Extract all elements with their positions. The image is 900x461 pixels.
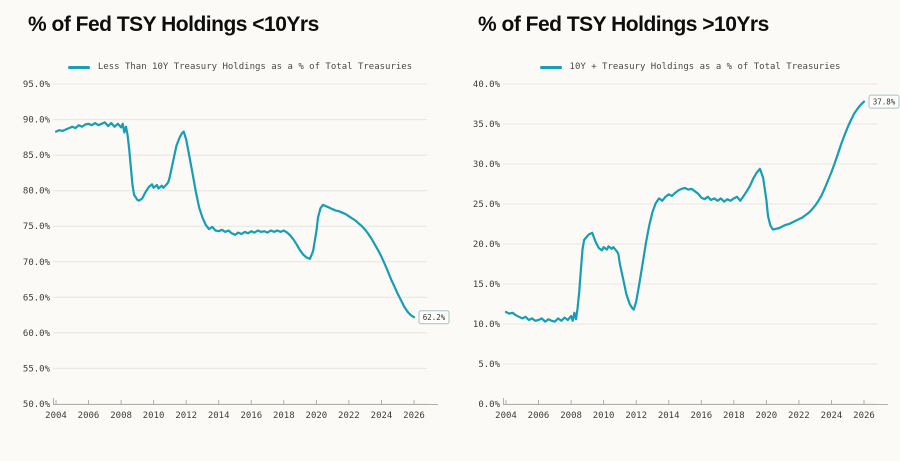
x-tick-label: 2018 xyxy=(273,411,295,421)
x-tick-label: 2004 xyxy=(45,411,67,421)
legend-under-10yrs: Less Than 10Y Treasury Holdings as a % o… xyxy=(30,60,450,74)
x-tick-label: 2010 xyxy=(593,411,615,421)
x-tick-label: 2006 xyxy=(528,411,550,421)
y-tick-label: 65.0% xyxy=(23,293,51,303)
x-tick-label: 2008 xyxy=(560,411,582,421)
x-tick-label: 2020 xyxy=(756,411,778,421)
x-tick-label: 2026 xyxy=(403,411,425,421)
y-tick-label: 80.0% xyxy=(23,187,51,197)
x-tick-label: 2012 xyxy=(625,411,647,421)
x-tick-label: 2020 xyxy=(306,411,328,421)
y-tick-label: 25.0% xyxy=(473,200,501,210)
y-tick-label: 40.0% xyxy=(473,80,501,90)
legend-line-swatch xyxy=(67,65,90,69)
x-tick-label: 2004 xyxy=(495,411,517,421)
end-value-box xyxy=(418,310,450,325)
line-chart-under-10yrs: 50.0% 55.0% 60.0% 65.0% 70.0% 75.0% 80.0% 85.0%… xyxy=(23,80,450,421)
legend-label-under-10yrs: Less Than 10Y Treasury Holdings as a % o… xyxy=(97,62,413,72)
x-tick-label: 2014 xyxy=(658,411,680,421)
x-tick-label: 2012 xyxy=(175,411,197,421)
legend-line-swatch xyxy=(539,65,562,69)
x-tick-label: 2006 xyxy=(78,411,100,421)
line-chart-over-10yrs: 0.0% 5.0% 10.0% 15.0% 20.0% 25.0% 30.0% 35.0% 40… xyxy=(473,80,900,421)
y-tick-label: 55.0% xyxy=(23,364,51,374)
end-value-label: 37.8% xyxy=(873,98,896,107)
end-value-label: 62.2% xyxy=(423,313,446,322)
chart-title-under-10yrs: % of Fed TSY Holdings <10Yrs xyxy=(28,13,319,36)
chart-panel-under-10yrs: % of Fed TSY Holdings <10Yrs Less Than 1… xyxy=(23,13,450,421)
x-tick-label: 2026 xyxy=(853,411,875,421)
y-tick-label: 70.0% xyxy=(23,258,51,268)
chart-title-over-10yrs: % of Fed TSY Holdings >10Yrs xyxy=(478,13,769,36)
y-tick-label: 5.0% xyxy=(478,360,500,370)
legend-over-10yrs: 10Y + Treasury Holdings as a % of Total … xyxy=(480,60,900,74)
y-tick-label: 15.0% xyxy=(473,280,501,290)
chart-panel-over-10yrs: % of Fed TSY Holdings >10Yrs 10Y + Treas… xyxy=(450,0,900,461)
y-tick-label: 75.0% xyxy=(23,222,51,232)
x-tick-label: 2016 xyxy=(240,411,262,421)
x-tick-label: 2010 xyxy=(143,411,165,421)
x-tick-label: 2018 xyxy=(723,411,745,421)
y-tick-label: 60.0% xyxy=(23,329,51,339)
series-line xyxy=(54,121,416,319)
y-tick-label: 10.0% xyxy=(473,320,501,330)
x-tick-label: 2024 xyxy=(371,411,393,421)
series-line xyxy=(504,100,866,323)
x-tick-label: 2024 xyxy=(821,411,843,421)
y-tick-label: 85.0% xyxy=(23,151,51,161)
y-tick-label: 95.0% xyxy=(23,80,51,90)
x-tick-label: 2022 xyxy=(338,411,360,421)
x-tick-label: 2022 xyxy=(788,411,810,421)
y-tick-label: 20.0% xyxy=(473,240,501,250)
x-tick-label: 2008 xyxy=(110,411,132,421)
y-tick-label: 50.0% xyxy=(23,400,51,410)
y-tick-label: 0.0% xyxy=(478,400,500,410)
end-value-box xyxy=(868,94,900,109)
x-tick-label: 2016 xyxy=(690,411,712,421)
y-tick-label: 30.0% xyxy=(473,160,501,170)
y-tick-label: 35.0% xyxy=(473,120,501,130)
x-tick-label: 2014 xyxy=(208,411,230,421)
y-tick-label: 90.0% xyxy=(23,116,51,126)
legend-label-over-10yrs: 10Y + Treasury Holdings as a % of Total … xyxy=(569,62,841,72)
